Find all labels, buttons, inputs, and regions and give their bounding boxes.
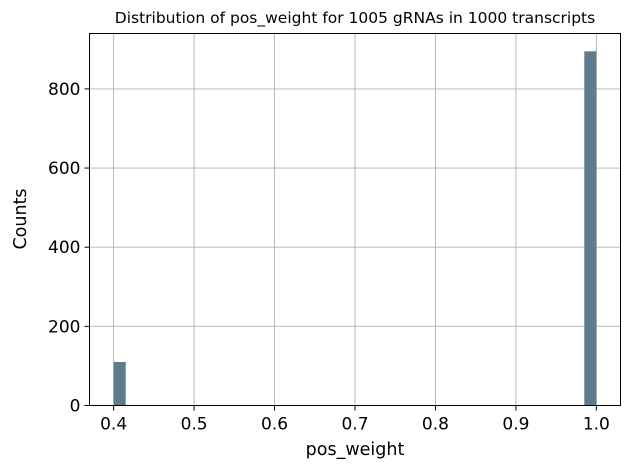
axis-ticks: 0.4 0.5 0.6 0.7 0.8 0.9 1.0 0 200 400 600 800 [48,80,610,435]
x-tick-label: 0.6 [261,415,288,435]
x-axis-label: pos_weight [306,440,405,460]
histogram-bar [113,361,126,406]
x-tick-label: 0.7 [341,415,368,435]
y-tick-label: 400 [48,238,80,258]
histogram-bars [113,51,597,406]
y-tick-label: 600 [48,159,80,179]
histogram-bar [584,51,597,406]
x-tick-label: 1.0 [583,415,610,435]
grid-lines [89,33,621,406]
y-tick-label: 200 [48,317,80,337]
x-tick-label: 0.9 [502,415,529,435]
y-tick-label: 0 [70,397,81,417]
chart-title: Distribution of pos_weight for 1005 gRNA… [115,9,595,28]
y-axis-label: Counts [11,188,31,249]
y-tick-label: 800 [48,80,80,100]
x-tick-label: 0.5 [181,415,208,435]
x-tick-label: 0.8 [422,415,449,435]
x-tick-label: 0.4 [100,415,127,435]
